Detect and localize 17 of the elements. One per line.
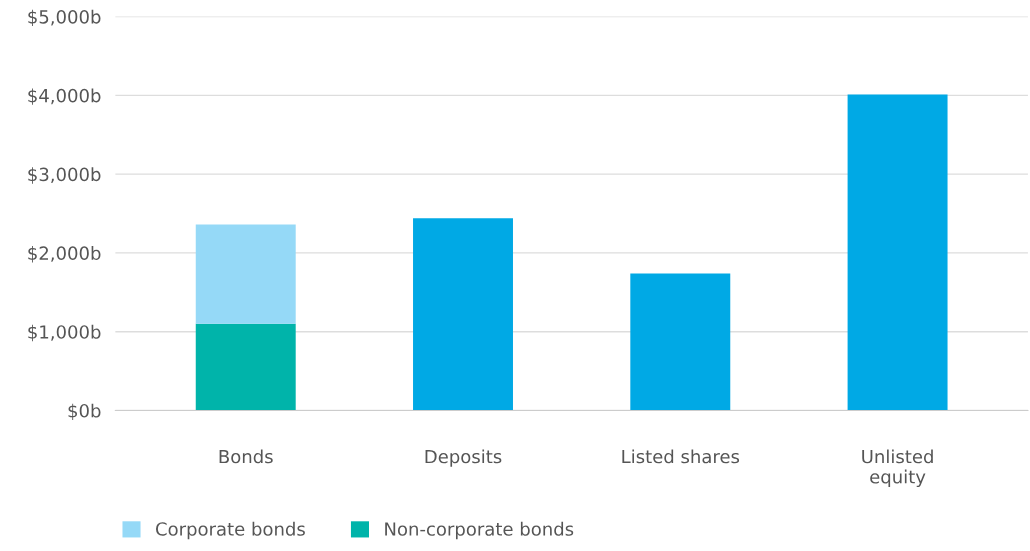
bar	[630, 273, 731, 411]
y-tick-label: $3,000b	[28, 167, 101, 184]
x-tick-label: Deposits	[425, 449, 502, 467]
x-tick-label: Unlisted equity	[862, 449, 933, 488]
legend-label: Corporate bonds	[156, 521, 305, 540]
y-tick-label: $5,000b	[28, 9, 101, 27]
bar	[847, 94, 948, 411]
bar	[413, 218, 513, 411]
bar	[195, 224, 296, 324]
legend-label: Non-corporate bonds	[385, 521, 574, 540]
y-tick-label: $1,000b	[28, 324, 101, 342]
x-tick-label: Bonds	[219, 449, 273, 464]
bar	[195, 323, 296, 411]
x-tick-label: Listed shares	[622, 449, 740, 464]
y-tick-label: $0b	[68, 403, 101, 421]
y-tick-label: $4,000b	[28, 88, 101, 105]
y-tick-label: $2,000b	[28, 246, 101, 263]
